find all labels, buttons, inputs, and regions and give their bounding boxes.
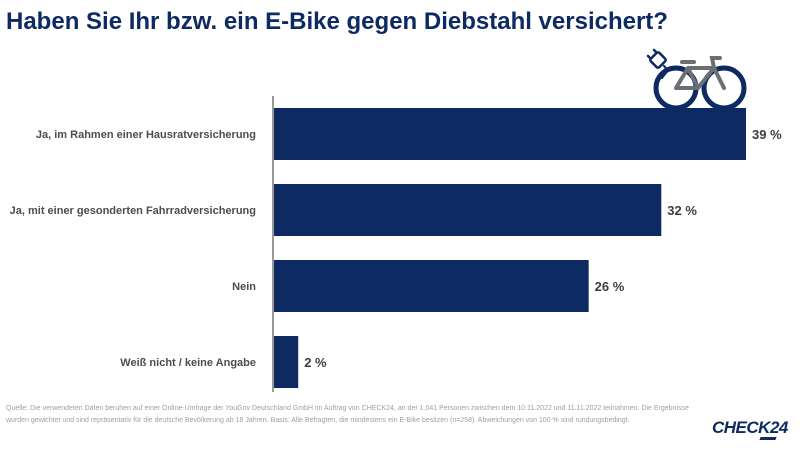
bar <box>274 260 589 312</box>
check24-logo: CHECK24 <box>712 418 788 437</box>
chart-title: Haben Sie Ihr bzw. ein E-Bike gegen Dieb… <box>6 8 668 35</box>
category-label: Ja, mit einer gesonderten Fahrradversich… <box>10 205 256 217</box>
value-label: 39 % <box>752 127 782 142</box>
bar <box>274 184 662 236</box>
e-bike-icon <box>646 48 747 111</box>
logo-underline <box>759 437 777 440</box>
source-note: Quelle: Die verwendeten Daten beruhen au… <box>6 405 689 424</box>
category-label: Weiß nicht / keine Angabe <box>120 357 256 369</box>
bar <box>274 336 299 388</box>
value-label: 26 % <box>595 279 625 294</box>
bar <box>274 108 746 160</box>
category-label: Nein <box>232 281 256 293</box>
value-label: 32 % <box>667 203 697 218</box>
value-label: 2 % <box>304 355 327 370</box>
category-label: Ja, im Rahmen einer Hausratversicherung <box>36 129 256 141</box>
